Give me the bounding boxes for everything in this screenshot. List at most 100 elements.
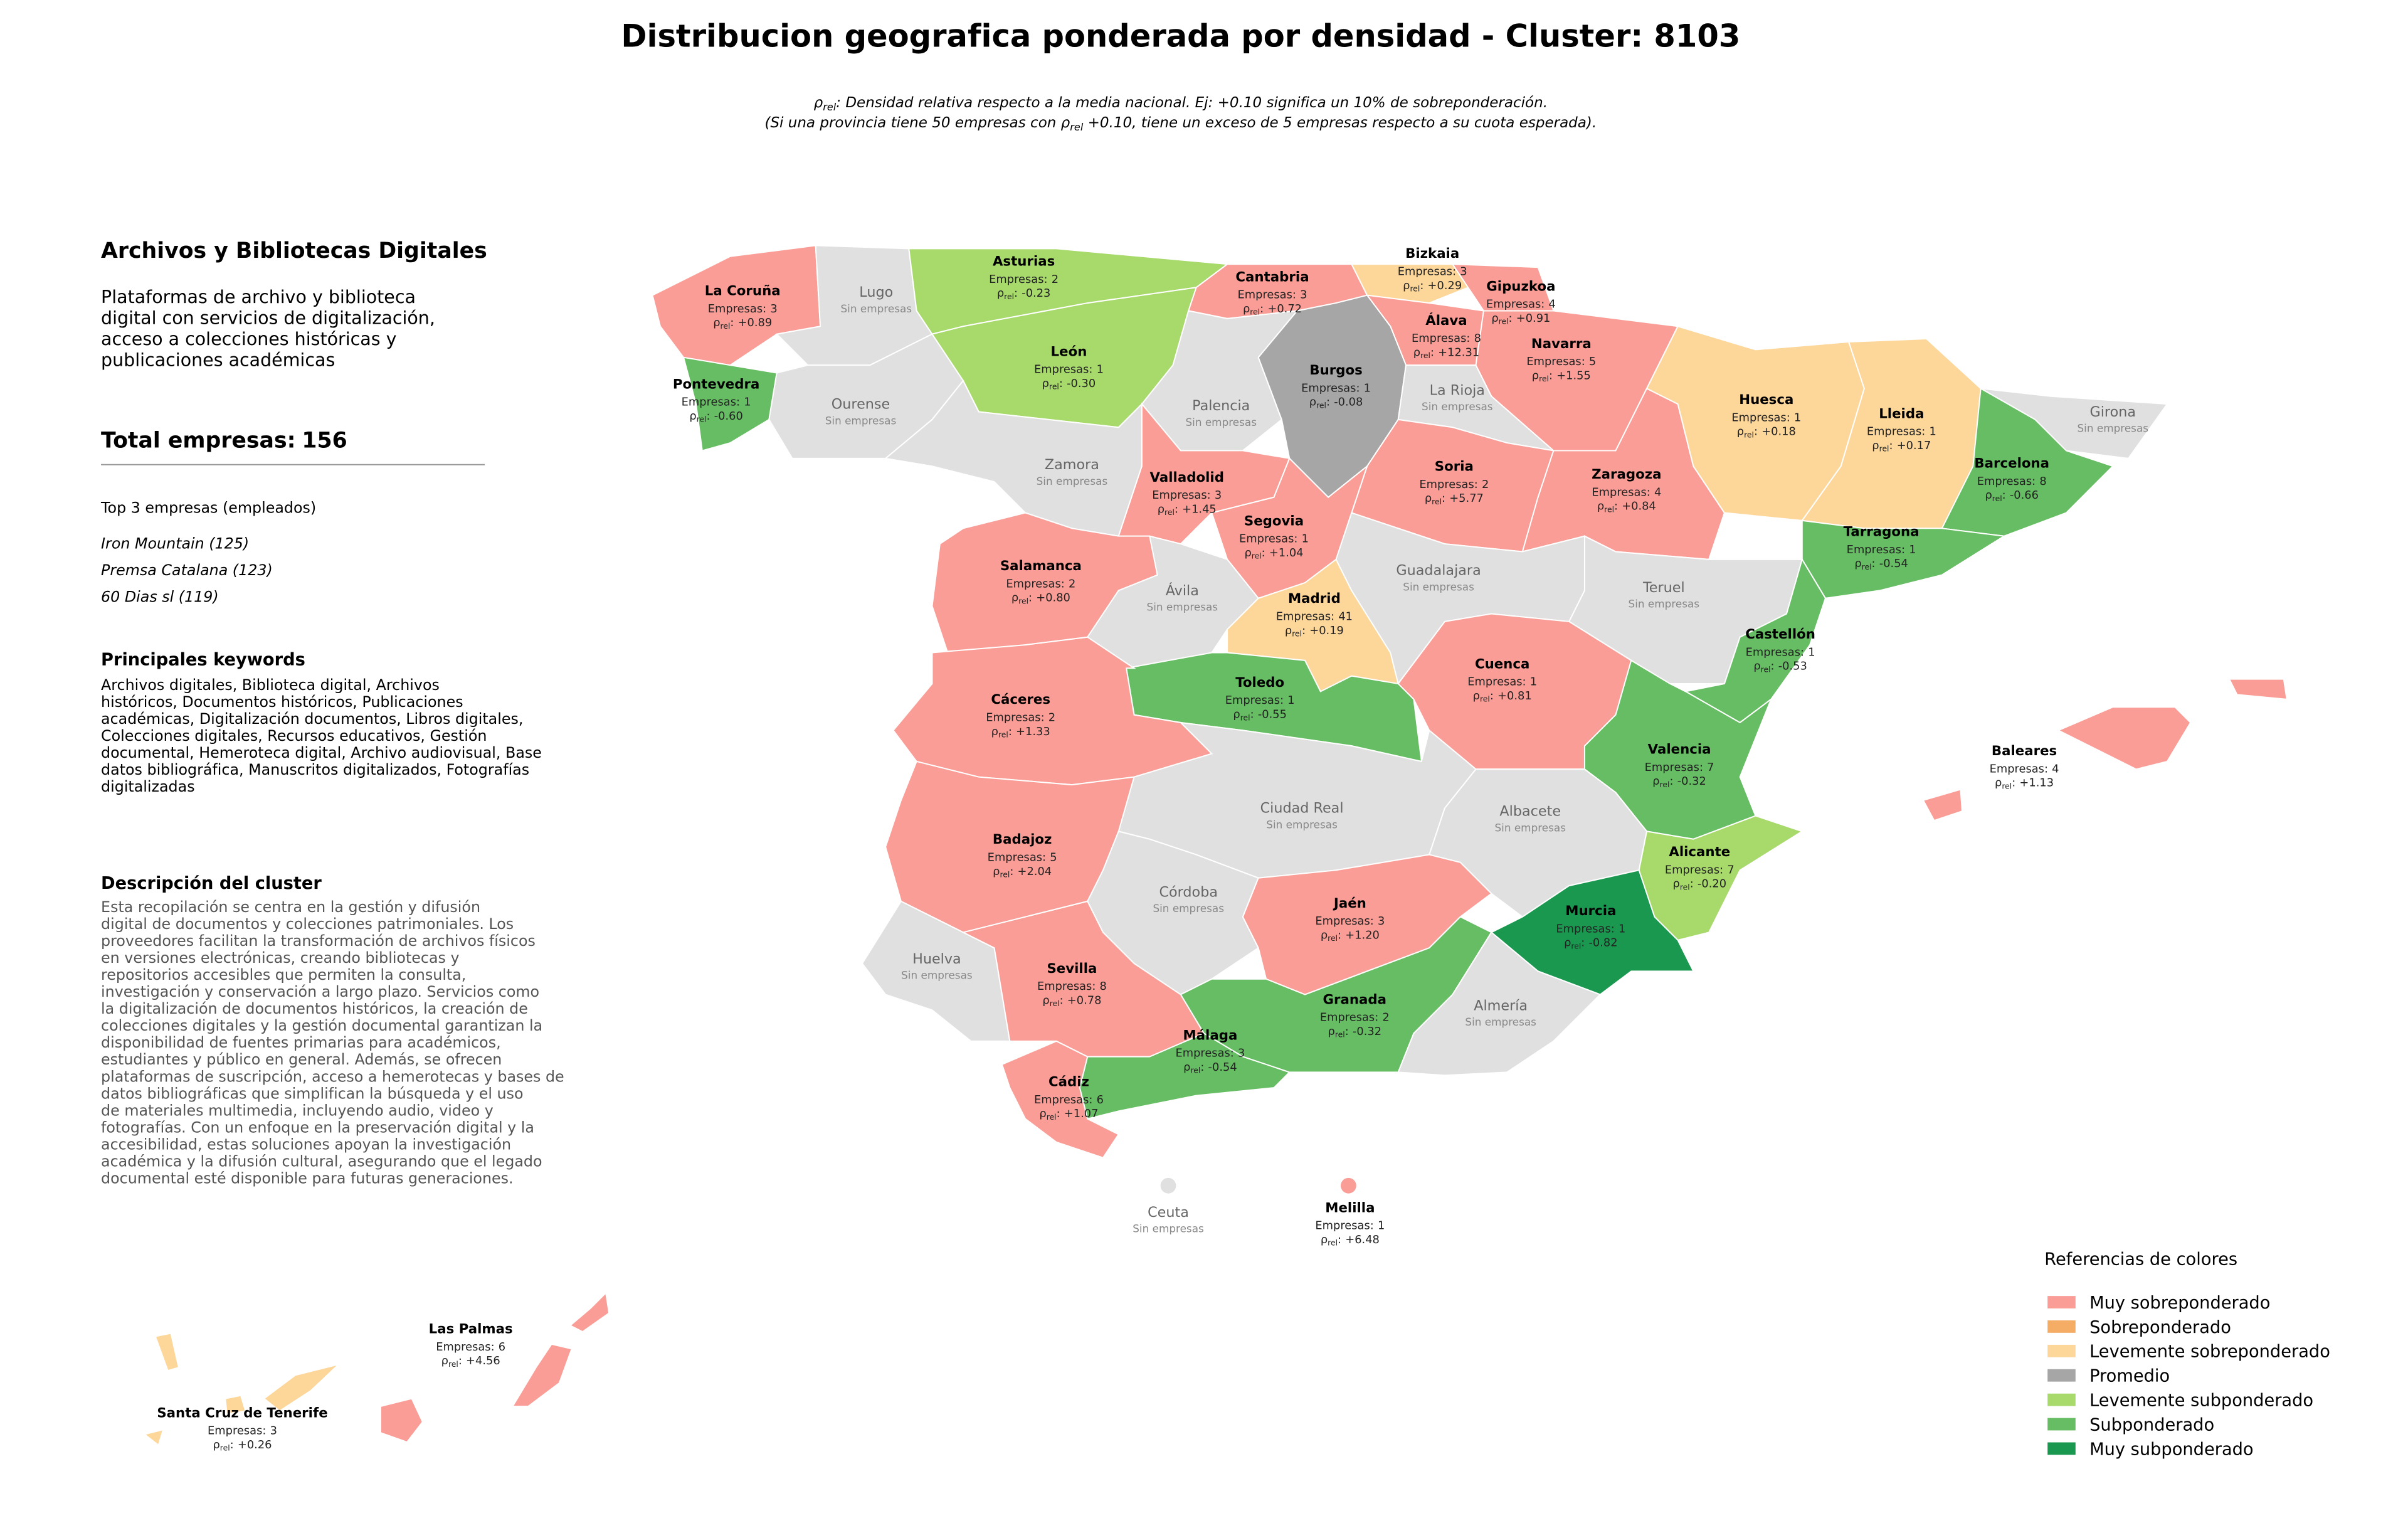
density-value: +1.07 [1064,1107,1099,1120]
keywords: Archivos digitales, Biblioteca digital, … [101,676,542,795]
companies-prefix: Empresas: [1467,676,1526,689]
legend-label: Levemente subponderado [2089,1391,2313,1411]
companies-label: Empresas: 3 [1175,1047,1245,1060]
symbol-sep: : [1430,346,1434,359]
symbol-sep: : [1260,302,1264,316]
province-shape [1160,1177,1176,1194]
province-name: Ourense [832,396,890,413]
no-companies: Sin empresas [1266,818,1338,830]
density-label: ρrel: +1.07 [1039,1107,1098,1122]
symbol: ρ [1597,500,1604,513]
symbol: ρ [1011,592,1018,605]
symbol-sep: : [1008,725,1012,738]
symbol: ρ [1309,396,1316,409]
province-shape [224,1394,246,1415]
province-shape [1350,263,1469,304]
province-name: Toledo [1235,675,1284,691]
symbol: ρ [713,316,720,329]
symbol: ρ [441,1354,448,1367]
province-name: Cáceres [991,692,1050,708]
legend-swatch [2047,1369,2076,1382]
province-shape [682,356,778,452]
no-companies: Sin empresas [1403,580,1474,593]
companies-prefix: Empresas: [1034,1093,1092,1106]
companies-label: Empresas: 8 [1037,980,1107,993]
legend-swatch [2047,1442,2076,1455]
province-name: Lugo [859,284,893,300]
companies-value: 4 [1548,298,1555,311]
density-value: +1.33 [1016,725,1050,738]
companies-value: 4 [1654,485,1661,499]
companies-value: 1 [1794,411,1801,424]
symbol-sub: rel [1604,505,1614,514]
province-shape [569,1292,610,1333]
symbol: ρ [1413,346,1420,359]
legend-swatch [2047,1418,2076,1431]
province-name: Valencia [1648,742,1711,758]
text-line: estudiantes y público en general. Además… [101,1051,502,1068]
province-name: La Rioja [1430,382,1485,398]
density-label: ρrel: -0.54 [1183,1061,1237,1075]
symbol-sub: rel [1420,351,1430,360]
symbol-sep: : [1175,503,1178,516]
symbol-sep: : [1057,1107,1060,1120]
province-name: Cantabria [1235,269,1309,285]
companies-prefix: Empresas: [1276,610,1334,623]
companies-label: Empresas: 1 [1239,533,1309,546]
density-label: ρrel: +4.56 [441,1354,500,1369]
province-shape [1521,388,1726,560]
companies-value: 1 [1808,645,1815,659]
province-name: Teruel [1642,580,1685,596]
symbol: ρ [689,410,696,423]
companies-prefix: Empresas: [1320,1011,1378,1024]
text-line: académica y la difusión cultural, asegur… [101,1152,542,1170]
density-label: ρrel: +1.33 [991,725,1050,740]
symbol-sep: : [1442,492,1445,505]
symbol-sub: rel [1432,497,1442,506]
text-line: publicaciones académicas [101,349,335,370]
text-line: académicas, Digitalización documentos, L… [101,710,523,728]
companies-label: Empresas: 1 [1225,694,1295,707]
companies-value: 3 [1300,289,1307,302]
density-label: ρrel: -0.54 [1854,557,1908,571]
companies-prefix: Empresas: [436,1340,494,1354]
density-value: +0.84 [1622,500,1656,513]
density-value: -0.82 [1589,936,1618,950]
text-line: de materiales multimedia, incluyendo aud… [101,1101,494,1119]
density-value: +4.56 [466,1354,500,1367]
province-name: Valladolid [1150,470,1224,485]
symbol-sep: : [730,316,734,329]
no-companies: Sin empresas [2077,422,2148,435]
companies-value: 2 [1482,478,1489,491]
companies-label: Empresas: 2 [1006,577,1075,590]
density-value: -0.32 [1677,775,1706,788]
symbol-sub: rel [1190,1066,1200,1075]
companies-prefix: Empresas: [1746,645,1804,659]
legend-swatch [2047,1344,2076,1357]
density-label: ρrel: +1.13 [1995,777,2054,791]
density-value: -0.54 [1208,1061,1237,1074]
symbol: ρ [1061,115,1070,131]
no-companies: Sin empresas [1185,416,1257,428]
province-shape [1141,310,1299,452]
symbol: ρ [1854,557,1861,570]
density-value: +0.19 [1309,624,1344,637]
symbol-sub: rel [1000,870,1010,879]
companies-label: Empresas: 5 [1526,355,1596,368]
density-value: +6.48 [1345,1233,1380,1246]
no-companies: Sin empresas [1629,598,1700,610]
density-value: -0.08 [1334,396,1363,409]
companies-prefix: Empresas: [1034,363,1092,376]
companies-label: Empresas: 2 [1419,478,1489,491]
density-label: ρrel: -0.23 [997,287,1051,301]
density-label: ρrel: +0.29 [1403,279,1462,294]
text-line: Archivos digitales, Biblioteca digital, … [101,676,440,694]
companies-label: Empresas: 1 [1746,645,1815,659]
density-value: +0.26 [238,1438,272,1451]
symbol: ρ [1285,624,1292,637]
legend-label: Subponderado [2089,1415,2214,1435]
companies-label: Empresas: 1 [1467,676,1537,689]
companies-value: 1 [1909,543,1916,556]
no-companies: Sin empresas [840,302,912,315]
density-label: ρrel: -0.08 [1309,396,1363,410]
